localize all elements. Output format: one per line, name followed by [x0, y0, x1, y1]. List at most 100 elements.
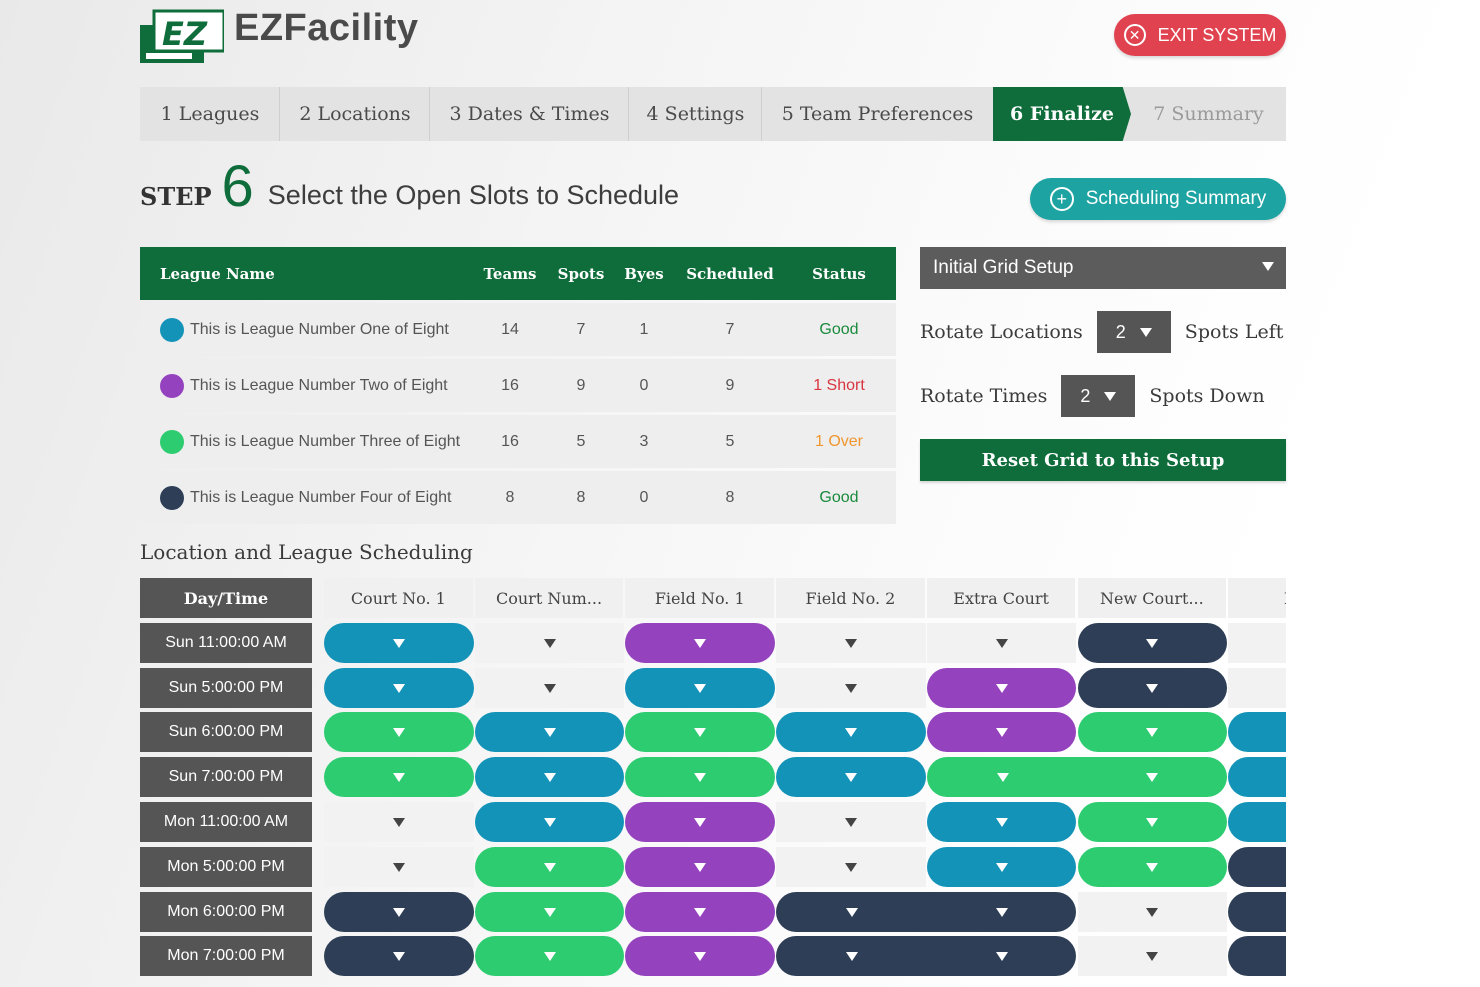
- schedule-slot[interactable]: [926, 757, 1079, 797]
- schedule-slot[interactable]: [1228, 802, 1286, 842]
- schedule-slot[interactable]: [1228, 757, 1286, 797]
- schedule-slot[interactable]: [776, 623, 926, 663]
- league-scheduled: 7: [725, 320, 735, 338]
- schedule-slot[interactable]: [474, 668, 625, 708]
- schedule-slot[interactable]: [776, 757, 926, 797]
- dropdown-caret-icon: [844, 638, 857, 648]
- schedule-slot[interactable]: [926, 936, 1077, 976]
- tab-settings[interactable]: 4 Settings: [629, 87, 762, 141]
- schedule-slot[interactable]: [1228, 668, 1286, 708]
- schedule-slot[interactable]: [1077, 668, 1228, 708]
- league-scheduled: 8: [725, 488, 735, 506]
- schedule-slot[interactable]: [926, 623, 1077, 663]
- tab-team-preferences[interactable]: 5 Team Preferences: [762, 87, 993, 141]
- schedule-slot[interactable]: [776, 802, 926, 842]
- tab-dates-times[interactable]: 3 Dates & Times: [430, 87, 629, 141]
- schedule-slot[interactable]: [324, 892, 474, 932]
- schedule-slot[interactable]: [926, 668, 1077, 708]
- brand-logo: EZ EZFacility: [140, 6, 419, 64]
- dropdown-caret-icon: [694, 683, 707, 693]
- schedule-slot[interactable]: [474, 623, 625, 663]
- league-name-cell: This is League Number One of Eight: [140, 317, 480, 342]
- schedule-slot[interactable]: [474, 802, 625, 842]
- schedule-slot[interactable]: [1228, 623, 1286, 663]
- schedule-slot[interactable]: [1077, 892, 1228, 932]
- schedule-slot[interactable]: [324, 623, 474, 663]
- schedule-slot[interactable]: [324, 712, 474, 752]
- time-slot-label: Sun 6:00:00 PM: [140, 712, 312, 752]
- dropdown-caret-icon: [694, 951, 707, 961]
- schedule-slot[interactable]: [625, 668, 776, 708]
- exit-system-button[interactable]: ✕ EXIT SYSTEM: [1114, 14, 1286, 56]
- schedule-slot[interactable]: [926, 847, 1077, 887]
- tab-label: 4 Settings: [646, 103, 745, 125]
- league-row[interactable]: This is League Number Two of Eight 16 9 0 9 1…: [140, 359, 896, 412]
- schedule-slot[interactable]: [324, 757, 474, 797]
- schedule-slot[interactable]: [625, 712, 776, 752]
- schedule-slot[interactable]: [776, 712, 926, 752]
- schedule-slot[interactable]: [1228, 847, 1286, 887]
- schedule-slot[interactable]: [474, 712, 625, 752]
- league-scheduled: 5: [725, 432, 735, 450]
- schedule-slot[interactable]: [625, 892, 776, 932]
- column-header: New: [1228, 578, 1286, 618]
- reset-grid-button[interactable]: Reset Grid to this Setup: [920, 439, 1286, 481]
- schedule-slot[interactable]: [926, 892, 1077, 932]
- tab-leagues[interactable]: 1 Leagues: [140, 87, 280, 141]
- column-header: New Court...: [1077, 578, 1227, 618]
- schedule-slot[interactable]: [474, 757, 625, 797]
- rotate-times-select[interactable]: 2: [1061, 375, 1136, 417]
- scheduling-summary-button[interactable]: + Scheduling Summary: [1030, 178, 1286, 220]
- dropdown-caret-icon: [392, 772, 405, 782]
- league-status: 1 Over: [814, 432, 863, 450]
- schedule-slot[interactable]: [625, 623, 776, 663]
- schedule-slot[interactable]: [324, 936, 474, 976]
- schedule-slot[interactable]: [625, 802, 776, 842]
- schedule-slot[interactable]: [1077, 847, 1228, 887]
- tab-label: 5 Team Preferences: [781, 103, 974, 125]
- dropdown-caret-icon: [1146, 638, 1159, 648]
- schedule-slot[interactable]: [625, 847, 776, 887]
- schedule-slot[interactable]: [1077, 757, 1228, 797]
- schedule-slot[interactable]: [625, 936, 776, 976]
- dropdown-caret-icon: [1146, 907, 1159, 917]
- dropdown-caret-icon: [1146, 683, 1159, 693]
- tab-locations[interactable]: 2 Locations: [280, 87, 430, 141]
- rotate-locations-label: Rotate Locations: [920, 321, 1083, 343]
- schedule-slot[interactable]: [776, 847, 926, 887]
- schedule-slot[interactable]: [776, 668, 926, 708]
- schedule-slot[interactable]: [1077, 712, 1228, 752]
- grid-setup-select[interactable]: Initial Grid Setup: [920, 247, 1286, 289]
- schedule-slot[interactable]: [1077, 936, 1228, 976]
- dropdown-caret-icon: [995, 817, 1008, 827]
- ez-logo-icon: EZ: [140, 9, 224, 63]
- schedule-slot[interactable]: [1077, 802, 1228, 842]
- schedule-slot[interactable]: [1228, 892, 1286, 932]
- rotate-locations-value: 2: [1115, 321, 1126, 342]
- league-row[interactable]: This is League Number Three of Eight 16 5 3…: [140, 415, 896, 468]
- league-row[interactable]: This is League Number Four of Eight 8 8 0 8 G…: [140, 471, 896, 524]
- dropdown-caret-icon: [392, 862, 405, 872]
- step-number: 6: [221, 154, 254, 219]
- schedule-slot[interactable]: [1077, 623, 1228, 663]
- schedule-slot[interactable]: [1228, 712, 1286, 752]
- schedule-slot[interactable]: [926, 802, 1077, 842]
- schedule-slot[interactable]: [1228, 936, 1286, 976]
- app-name: EZFacility: [234, 6, 419, 49]
- schedule-slot[interactable]: [324, 802, 474, 842]
- schedule-slot[interactable]: [474, 847, 625, 887]
- league-row[interactable]: This is League Number One of Eight 14 7 1 7 G…: [140, 303, 896, 356]
- schedule-slot[interactable]: [474, 936, 625, 976]
- schedule-slot[interactable]: [324, 668, 474, 708]
- schedule-slot[interactable]: [474, 892, 625, 932]
- dropdown-caret-icon: [1146, 772, 1159, 782]
- dropdown-caret-icon: [995, 727, 1008, 737]
- rotate-locations-select[interactable]: 2: [1096, 311, 1171, 353]
- schedule-slot[interactable]: [625, 757, 776, 797]
- tab-finalize[interactable]: 6 Finalize: [993, 87, 1131, 141]
- schedule-slot[interactable]: [776, 936, 928, 976]
- schedule-slot[interactable]: [776, 892, 928, 932]
- tab-label: 1 Leagues: [160, 103, 260, 125]
- schedule-slot[interactable]: [324, 847, 474, 887]
- schedule-slot[interactable]: [926, 712, 1077, 752]
